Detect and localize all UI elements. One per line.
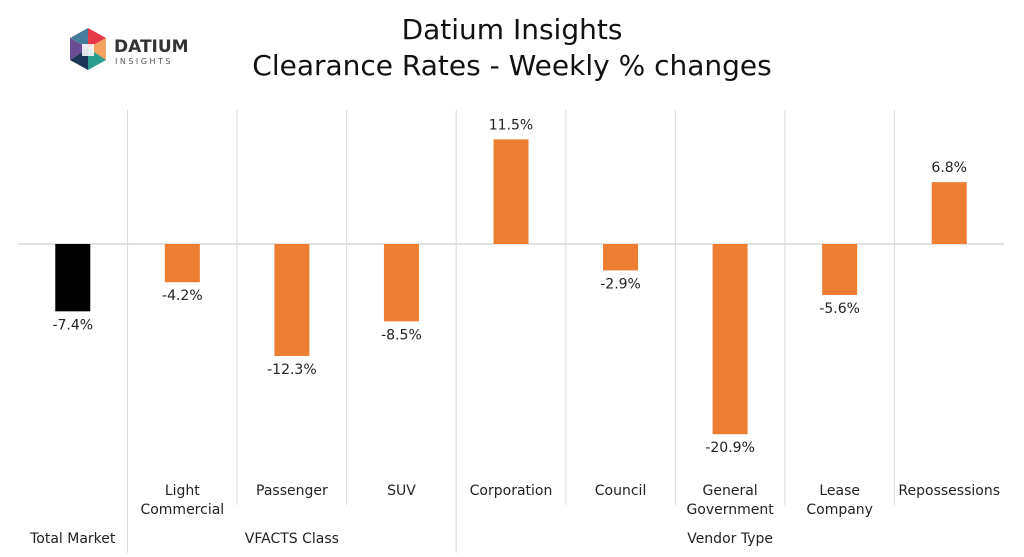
category-label: Total Market (29, 531, 116, 547)
logo-name: DATIUM (114, 37, 189, 57)
labels-layer: -7.4% -4.2% Light Commercial -12.3% Passenger… (29, 117, 1000, 547)
category-label: Repossessions (898, 483, 1000, 499)
logo-sub: INSIGHTS (115, 57, 173, 66)
chart-title: Datium Insights (401, 13, 623, 46)
data-label: -7.4% (52, 317, 93, 333)
data-label: -12.3% (267, 362, 317, 378)
category-label: General (703, 483, 758, 499)
category-label: SUV (387, 483, 416, 499)
category-label: Government (686, 502, 774, 518)
category-label: Commercial (140, 502, 224, 518)
bar-lease-company (822, 244, 858, 295)
category-label: Council (595, 483, 647, 499)
category-label: Passenger (256, 483, 328, 499)
bar-total-market (55, 244, 91, 312)
data-label: 6.8% (931, 160, 967, 176)
category-label: Corporation (470, 483, 553, 499)
data-label: -5.6% (819, 301, 860, 317)
datium-logo: DATIUM INSIGHTS (70, 28, 189, 70)
chart-subtitle: Clearance Rates - Weekly % changes (252, 49, 772, 82)
category-label: Lease (819, 483, 860, 499)
bars-layer (55, 139, 967, 435)
category-label: Company (806, 502, 873, 518)
chart-title-block: Datium Insights Clearance Rates - Weekly… (0, 12, 1024, 84)
bar-repossessions (931, 182, 967, 244)
bar-suv (383, 244, 419, 322)
logo-icon (70, 28, 106, 70)
group-label: Vendor Type (687, 531, 773, 547)
data-label: -20.9% (705, 440, 755, 456)
bar-corporation (493, 139, 529, 244)
data-label: -4.2% (162, 288, 203, 304)
data-label: -8.5% (381, 327, 422, 343)
data-label: -2.9% (600, 276, 641, 292)
data-label: 11.5% (489, 117, 533, 133)
bar-light-commercial (164, 244, 200, 283)
bar-council (603, 244, 639, 271)
bar-general-government (712, 244, 748, 435)
bar-passenger (274, 244, 310, 356)
category-label: Light (165, 483, 200, 499)
group-label: VFACTS Class (245, 531, 339, 547)
